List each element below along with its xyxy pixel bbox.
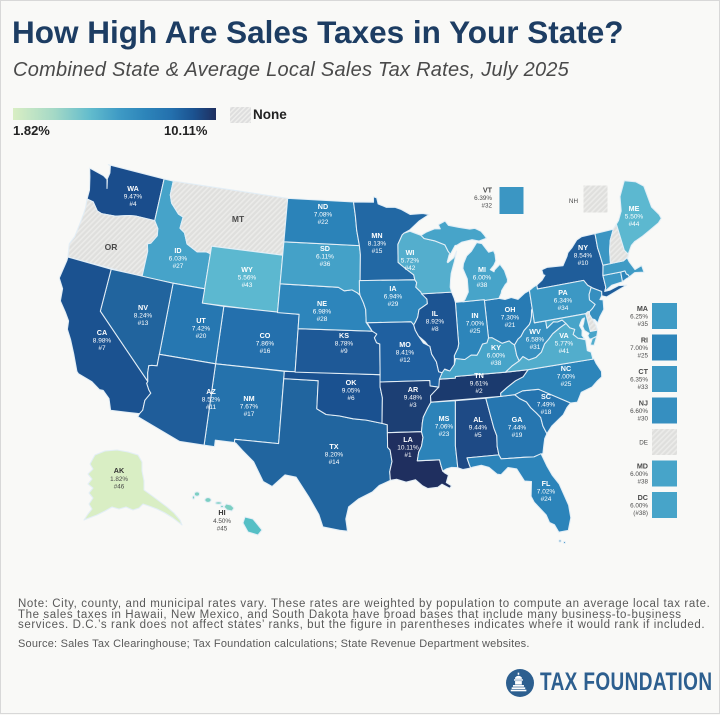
svg-text:MI6.00%#38: MI 6.00% #38 xyxy=(473,265,492,289)
svg-text:TX8.20%#14: TX 8.20% #14 xyxy=(325,442,344,466)
svg-text:ND7.08%#22: ND 7.08% #22 xyxy=(314,202,333,226)
svg-text:(#38): (#38) xyxy=(633,510,648,517)
svg-text:HI4.50%#45: HI 4.50% #45 xyxy=(213,508,231,533)
svg-text:AR9.48%#3: AR 9.48% #3 xyxy=(404,385,423,409)
svg-text:SC7.49%#18: SC 7.49% #18 xyxy=(537,392,556,416)
svg-text:NE6.98%#28: NE 6.98% #28 xyxy=(313,299,332,323)
svg-text:WY5.56%#43: WY 5.56% #43 xyxy=(238,265,257,289)
svg-text:NC7.00%#25: NC 7.00% #25 xyxy=(557,364,576,388)
svg-text:GA7.44%#19: GA 7.44% #19 xyxy=(508,415,527,439)
svg-text:NV8.24%#13: NV 8.24% #13 xyxy=(134,303,153,327)
svg-text:PA6.34%#34: PA 6.34% #34 xyxy=(554,288,573,312)
svg-text:IN7.00%#25: IN 7.00% #25 xyxy=(466,311,485,335)
svg-text:IL8.92%#8: IL 8.92% #8 xyxy=(426,309,445,333)
svg-text:#33: #33 xyxy=(637,384,648,391)
svg-text:VA5.77%#41: VA 5.77% #41 xyxy=(555,331,574,355)
svg-text:NM7.67%#17: NM 7.67% #17 xyxy=(240,394,259,418)
svg-text:AK1.82%#46: AK 1.82% #46 xyxy=(110,466,128,491)
svg-text:6.00%: 6.00% xyxy=(630,471,648,478)
svg-text:KS8.78%#9: KS 8.78% #9 xyxy=(335,331,354,355)
svg-text:NJ: NJ xyxy=(639,399,648,408)
svg-text:ME5.50%#44: ME 5.50% #44 xyxy=(625,204,644,228)
svg-text:WA9.47%#4: WA 9.47% #4 xyxy=(124,184,143,208)
svg-text:6.35%: 6.35% xyxy=(630,377,648,384)
svg-text:#30: #30 xyxy=(637,416,648,423)
svg-text:VT: VT xyxy=(483,186,493,195)
svg-text:MA: MA xyxy=(637,304,648,313)
svg-text:NH: NH xyxy=(569,198,579,205)
svg-text:#38: #38 xyxy=(637,479,648,486)
svg-text:IA6.94%#29: IA 6.94% #29 xyxy=(384,284,403,308)
svg-text:6.39%: 6.39% xyxy=(474,195,492,202)
svg-text:6.00%: 6.00% xyxy=(630,503,648,510)
svg-text:FL7.02%#24: FL 7.02% #24 xyxy=(537,479,556,503)
svg-text:TN9.61%#2: TN 9.61% #2 xyxy=(470,371,489,395)
svg-text:DC: DC xyxy=(638,493,648,502)
svg-text:OH7.30%#21: OH 7.30% #21 xyxy=(501,305,520,329)
svg-text:AL9.44%#5: AL 9.44% #5 xyxy=(469,415,488,439)
svg-text:KY6.00%#38: KY 6.00% #38 xyxy=(487,343,506,367)
svg-text:6.25%: 6.25% xyxy=(630,314,648,321)
svg-text:UT7.42%#20: UT 7.42% #20 xyxy=(192,316,211,340)
svg-text:ID6.03%#27: ID 6.03% #27 xyxy=(169,246,188,270)
svg-text:7.00%: 7.00% xyxy=(630,345,648,352)
svg-text:6.60%: 6.60% xyxy=(630,408,648,415)
svg-text:WI5.72%#42: WI 5.72% #42 xyxy=(401,248,420,272)
svg-text:MD: MD xyxy=(637,462,648,471)
svg-text:AZ8.52%#11: AZ 8.52% #11 xyxy=(202,387,221,411)
svg-text:CT: CT xyxy=(638,367,648,376)
svg-text:#32: #32 xyxy=(481,203,492,210)
svg-text:DE: DE xyxy=(639,440,648,447)
svg-text:CA8.98%#7: CA 8.98% #7 xyxy=(93,328,112,352)
svg-text:OK9.05%#6: OK 9.05% #6 xyxy=(342,378,361,402)
svg-text:NY8.54%#10: NY 8.54% #10 xyxy=(574,243,593,267)
svg-text:MO8.41%#12: MO 8.41% #12 xyxy=(396,340,415,364)
svg-text:CO7.86%#16: CO 7.86% #16 xyxy=(256,331,275,355)
svg-text:MT: MT xyxy=(232,214,245,224)
svg-text:SD6.11%#36: SD 6.11% #36 xyxy=(316,244,334,268)
svg-text:MN8.13%#15: MN 8.13% #15 xyxy=(368,231,387,255)
svg-text:#35: #35 xyxy=(637,321,648,328)
svg-text:OR: OR xyxy=(105,242,118,252)
svg-text:MS7.06%#23: MS 7.06% #23 xyxy=(435,414,454,438)
svg-text:RI: RI xyxy=(641,336,648,345)
svg-text:WV6.58%#31: WV 6.58% #31 xyxy=(526,327,545,351)
svg-text:#25: #25 xyxy=(637,353,648,360)
